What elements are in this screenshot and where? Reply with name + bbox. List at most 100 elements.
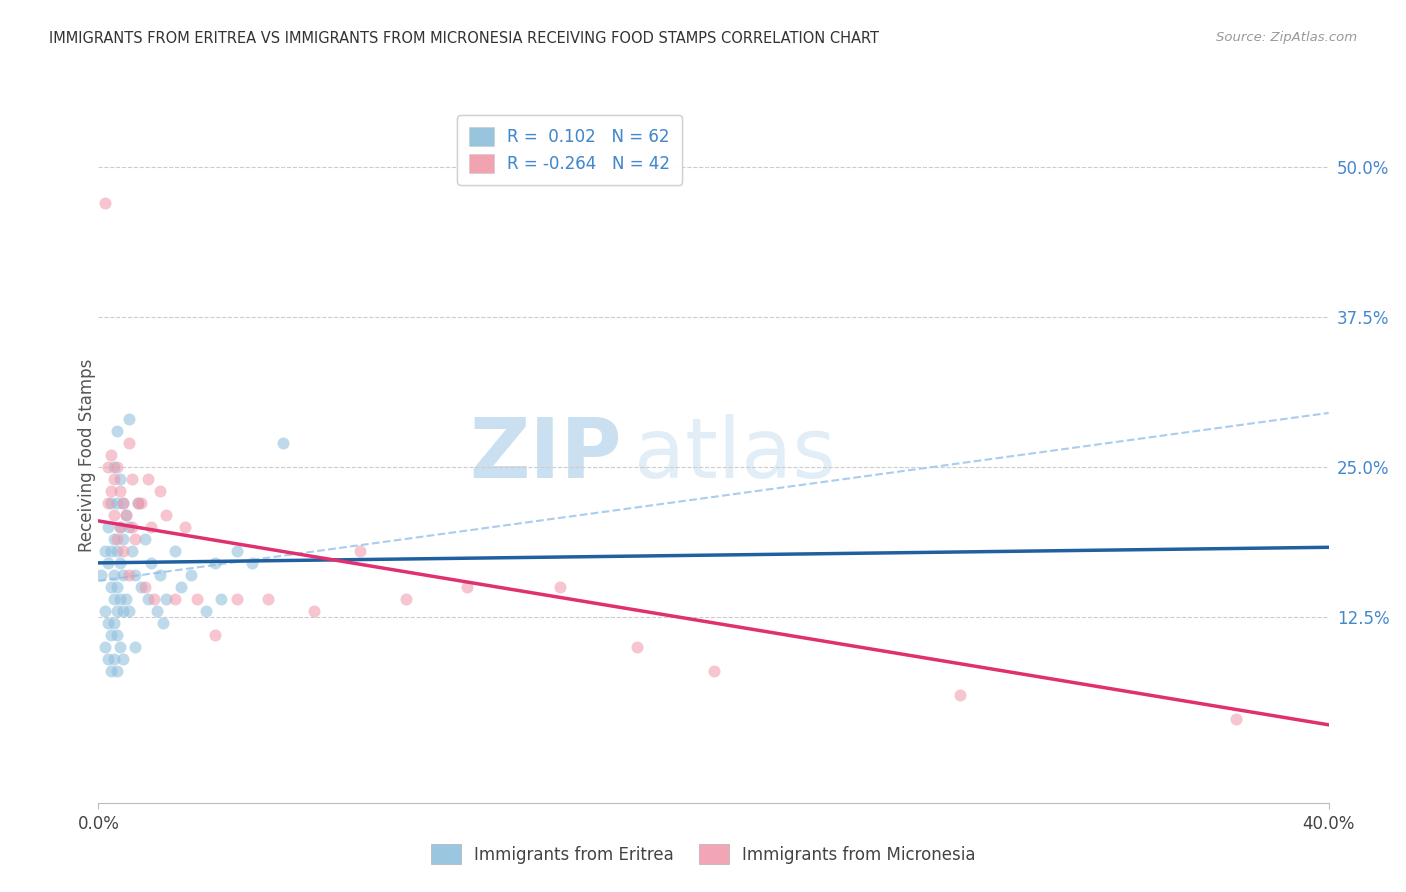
Point (146, 604, 169, 618)
Point (136, 591, 159, 606)
Legend: Immigrants from Eritrea, Immigrants from Micronesia: Immigrants from Eritrea, Immigrants from… (423, 838, 983, 871)
Point (118, 520, 141, 534)
Point (105, 459, 128, 474)
Point (124, 567, 146, 582)
Point (105, 628, 128, 642)
Point (93, 640, 115, 654)
Point (90, 567, 112, 582)
Point (108, 520, 131, 534)
Point (626, 640, 648, 654)
Point (155, 591, 177, 606)
Point (100, 448, 122, 462)
Point (173, 520, 195, 534)
Point (112, 532, 135, 546)
Point (97, 496, 120, 510)
Point (103, 472, 125, 486)
Point (136, 472, 159, 486)
Point (108, 640, 131, 654)
Point (121, 544, 143, 558)
Point (97, 615, 120, 630)
Point (240, 556, 263, 570)
Point (395, 591, 418, 606)
Point (93, 604, 115, 618)
Point (100, 628, 122, 642)
Point (134, 580, 156, 594)
Point (112, 496, 135, 510)
Point (225, 591, 247, 606)
Point (105, 532, 128, 546)
Point (112, 544, 135, 558)
Point (149, 567, 172, 582)
Point (93, 544, 115, 558)
Point (103, 567, 125, 582)
Point (108, 556, 131, 570)
Point (103, 532, 125, 546)
Point (134, 532, 156, 546)
Point (97, 520, 120, 534)
Point (108, 483, 131, 498)
Point (97, 556, 120, 570)
Point (204, 556, 226, 570)
Point (204, 628, 226, 642)
Point (548, 580, 571, 594)
Point (93, 196, 115, 211)
Point (112, 567, 135, 582)
Point (105, 604, 128, 618)
Point (103, 591, 125, 606)
Legend: R =  0.102   N = 62, R = -0.264   N = 42: R = 0.102 N = 62, R = -0.264 N = 42 (457, 115, 682, 185)
Point (152, 615, 174, 630)
Point (124, 640, 146, 654)
Point (165, 591, 187, 606)
Point (118, 436, 141, 450)
Point (115, 591, 138, 606)
Point (118, 412, 141, 426)
Point (302, 604, 325, 618)
Point (127, 496, 149, 510)
Point (105, 424, 128, 438)
Point (97, 459, 120, 474)
Point (118, 567, 141, 582)
Point (155, 508, 177, 522)
Point (103, 459, 125, 474)
Point (100, 580, 122, 594)
Point (349, 544, 371, 558)
Point (103, 615, 125, 630)
Point (142, 591, 165, 606)
Y-axis label: Receiving Food Stamps: Receiving Food Stamps (79, 359, 96, 551)
Point (115, 508, 138, 522)
Point (949, 688, 972, 702)
Text: Source: ZipAtlas.com: Source: ZipAtlas.com (1216, 31, 1357, 45)
Point (105, 496, 128, 510)
Point (100, 483, 122, 498)
Point (180, 567, 202, 582)
Point (121, 520, 143, 534)
Point (170, 580, 193, 594)
Point (149, 483, 172, 498)
Point (105, 664, 128, 678)
Point (127, 496, 149, 510)
Point (121, 472, 143, 486)
Point (108, 591, 131, 606)
Point (108, 520, 131, 534)
Text: atlas: atlas (634, 415, 835, 495)
Point (195, 604, 218, 618)
Point (131, 580, 153, 594)
Point (139, 520, 162, 534)
Point (100, 664, 122, 678)
Point (139, 556, 162, 570)
Point (165, 544, 187, 558)
Point (103, 508, 125, 522)
Point (186, 591, 208, 606)
Point (105, 544, 128, 558)
Point (115, 508, 138, 522)
Point (112, 496, 135, 510)
Point (703, 664, 725, 678)
Point (456, 580, 478, 594)
Point (105, 580, 128, 594)
Point (271, 436, 294, 450)
Point (1225, 712, 1247, 726)
Point (108, 472, 131, 486)
Point (112, 652, 135, 666)
Point (118, 604, 141, 618)
Point (103, 652, 125, 666)
